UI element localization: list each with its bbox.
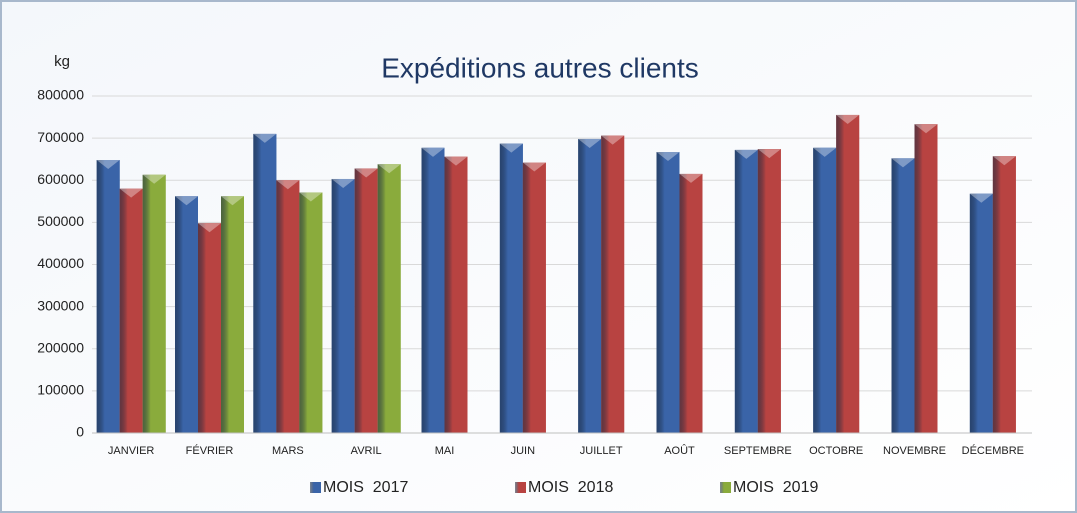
bar-bevel bbox=[221, 196, 244, 206]
legend-label: MOIS 2018 bbox=[528, 479, 613, 496]
bar bbox=[969, 193, 993, 433]
bar-bevel bbox=[421, 147, 445, 157]
bar bbox=[601, 135, 625, 433]
x-tick-label: AVRIL bbox=[351, 445, 382, 457]
legend-label: MOIS 2017 bbox=[323, 479, 408, 496]
bar bbox=[836, 114, 860, 434]
legend-swatch bbox=[515, 482, 526, 493]
bar bbox=[142, 174, 166, 433]
x-tick-label: DÉCEMBRE bbox=[962, 444, 1024, 457]
x-tick-label: NOVEMBRE bbox=[883, 445, 946, 457]
bar-bevel bbox=[142, 174, 166, 184]
y-tick-label: 800000 bbox=[37, 87, 84, 103]
bar bbox=[914, 124, 938, 433]
bar bbox=[253, 133, 277, 433]
bar-bevel bbox=[331, 178, 355, 188]
bar-bevel bbox=[276, 180, 300, 190]
bar-bevel bbox=[96, 160, 120, 170]
bar bbox=[354, 168, 378, 433]
bar bbox=[656, 152, 680, 433]
chart-title: Expéditions autres clients bbox=[381, 52, 699, 83]
bar-bevel bbox=[679, 173, 703, 183]
y-tick-label: 400000 bbox=[37, 255, 84, 271]
bar bbox=[331, 178, 355, 433]
legend-label: MOIS 2019 bbox=[733, 479, 818, 496]
y-tick-label: 300000 bbox=[37, 297, 84, 313]
x-tick-label: OCTOBRE bbox=[809, 445, 863, 457]
x-tick-label: JANVIER bbox=[108, 445, 155, 457]
x-tick-label: SEPTEMBRE bbox=[724, 445, 792, 457]
x-tick-label: JUIN bbox=[511, 445, 536, 457]
bar bbox=[757, 149, 781, 433]
bar bbox=[175, 196, 198, 433]
y-tick-label: 0 bbox=[76, 424, 84, 440]
bar bbox=[377, 164, 401, 433]
bar bbox=[96, 160, 120, 433]
bar-bevel bbox=[444, 156, 468, 166]
bar bbox=[499, 143, 523, 433]
bar-bevel bbox=[499, 143, 523, 153]
bar-bevel bbox=[119, 188, 143, 198]
bar-bevel bbox=[354, 168, 378, 178]
x-tick-label: FÉVRIER bbox=[186, 444, 234, 457]
bar-bevel bbox=[377, 164, 401, 174]
bar bbox=[198, 223, 221, 433]
bar-bevel bbox=[522, 162, 546, 172]
y-tick-label: 100000 bbox=[37, 382, 84, 398]
bar-bevel bbox=[891, 158, 915, 168]
bar bbox=[734, 149, 758, 434]
bar-bevel bbox=[175, 196, 198, 206]
x-tick-label: AOÛT bbox=[664, 444, 695, 457]
bar bbox=[421, 147, 445, 433]
bar-bevel bbox=[198, 223, 221, 233]
bar-bevel bbox=[969, 193, 993, 203]
x-tick-label: MARS bbox=[272, 445, 304, 457]
bar-bevel bbox=[656, 152, 680, 162]
y-tick-label: 600000 bbox=[37, 171, 84, 187]
y-tick-label: 700000 bbox=[37, 129, 84, 145]
bar bbox=[679, 173, 703, 433]
bar-bevel bbox=[578, 138, 602, 148]
bar bbox=[813, 147, 837, 433]
y-tick-label: 500000 bbox=[37, 213, 84, 229]
bar bbox=[578, 138, 602, 433]
bar bbox=[119, 188, 143, 433]
legend-swatch bbox=[720, 482, 731, 493]
bar-bevel bbox=[757, 149, 781, 159]
x-tick-label: MAI bbox=[435, 445, 455, 457]
bar bbox=[299, 192, 323, 433]
bar-bevel bbox=[601, 135, 625, 145]
bar-bevel bbox=[734, 149, 758, 159]
bar bbox=[276, 180, 300, 433]
bar-bevel bbox=[813, 147, 837, 157]
bar bbox=[891, 158, 915, 433]
bar-bevel bbox=[299, 192, 323, 202]
bar bbox=[444, 156, 468, 433]
x-tick-label: JUILLET bbox=[580, 445, 623, 457]
bar bbox=[522, 162, 546, 433]
y-axis-label: kg bbox=[54, 53, 70, 70]
bar-bevel bbox=[836, 114, 860, 124]
bar bbox=[992, 156, 1016, 433]
bar-bevel bbox=[253, 133, 277, 143]
bar-bevel bbox=[992, 156, 1016, 166]
bar bbox=[221, 196, 244, 433]
legend-swatch bbox=[310, 482, 321, 493]
y-tick-label: 200000 bbox=[37, 339, 84, 355]
bar-bevel bbox=[914, 124, 938, 134]
